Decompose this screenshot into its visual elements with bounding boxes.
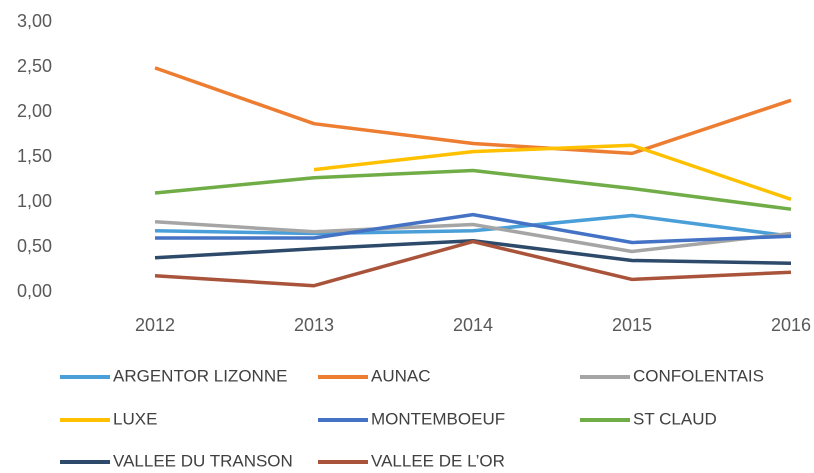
y-tick-label: 0,00 (17, 281, 52, 301)
y-tick-label: 3,00 (17, 11, 52, 31)
series-line (154, 66, 792, 156)
x-tick-label: 2013 (294, 315, 334, 335)
legend-label: LUXE (113, 409, 157, 428)
legend-label: VALLEE DE L’OR (371, 451, 505, 470)
legend-label: VALLEE DU TRANSON (113, 451, 293, 470)
y-tick-label: 1,50 (17, 146, 52, 166)
x-tick-label: 2016 (771, 315, 811, 335)
series-line (154, 239, 792, 288)
y-tick-label: 2,00 (17, 101, 52, 121)
series-line (154, 220, 792, 254)
legend-label: CONFOLENTAIS (633, 366, 764, 385)
legend-label: AUNAC (371, 366, 431, 385)
x-tick-label: 2015 (612, 315, 652, 335)
legend-label: MONTEMBOEUF (371, 409, 505, 428)
y-tick-label: 1,00 (17, 191, 52, 211)
legend-label: ARGENTOR LIZONNE (113, 366, 287, 385)
series-line (155, 212, 792, 245)
series-line (313, 143, 792, 201)
y-tick-label: 2,50 (17, 56, 52, 76)
y-tick-label: 0,50 (17, 236, 52, 256)
x-tick-label: 2012 (135, 315, 175, 335)
series-line (154, 213, 792, 238)
legend-label: ST CLAUD (633, 409, 717, 428)
series-line (154, 168, 792, 211)
x-tick-label: 2014 (453, 315, 493, 335)
